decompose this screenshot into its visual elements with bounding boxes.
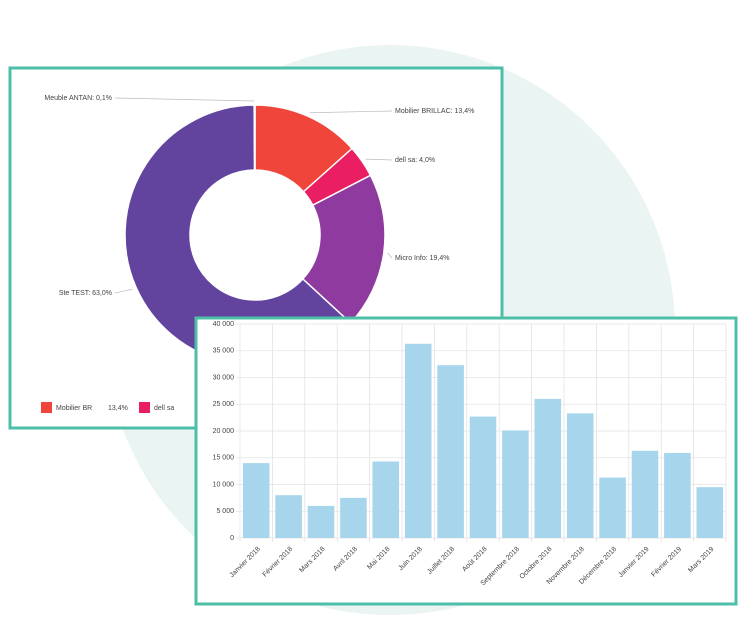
slice-label: dell sa: 4,0%: [395, 157, 435, 164]
slice-label: Meuble ANTAN: 0,1%: [44, 95, 112, 102]
leader-line: [114, 288, 133, 294]
y-tick-label: 10 000: [213, 481, 235, 488]
bar: [275, 495, 302, 538]
pie-slice: [253, 104, 256, 171]
legend-label: dell sa: [154, 405, 174, 412]
bar-card: 0 5 000 10 000 15 000 20 000 25 000 30 000 35 0…: [194, 316, 738, 606]
bar: [372, 461, 400, 538]
bar: [404, 343, 432, 538]
legend-swatch: [41, 402, 52, 413]
bar: [534, 398, 562, 538]
y-tick-label: 35 000: [213, 348, 235, 355]
bar: [566, 413, 594, 538]
y-tick-label: 15 000: [213, 455, 235, 462]
y-tick-label: 20 000: [213, 428, 235, 435]
bar: [664, 452, 691, 538]
y-tick-label: 30 000: [213, 374, 235, 381]
leader-line: [387, 252, 393, 259]
legend-label: Mobilier BR: [56, 405, 92, 412]
bar: [340, 497, 367, 538]
bar: [469, 416, 497, 538]
slice-label: Mobilier BRILLAC: 13,4%: [395, 108, 474, 115]
y-tick-label: 0: [230, 535, 234, 542]
bar: [437, 365, 464, 538]
legend-value: 13,4%: [108, 405, 128, 412]
leader-line: [365, 158, 393, 161]
bar: [599, 477, 626, 538]
y-tick-label: 5 000: [216, 508, 234, 515]
y-tick-label: 25 000: [213, 401, 235, 408]
slice-label: Micro Info: 19,4%: [395, 255, 449, 262]
legend-swatch: [139, 402, 150, 413]
bar: [696, 487, 724, 538]
bar: [307, 505, 335, 538]
leader-line: [114, 97, 255, 102]
leader-line: [309, 110, 393, 114]
bar: [502, 430, 529, 538]
bar: [242, 463, 270, 538]
bar: [631, 450, 659, 538]
y-tick-label: 40 000: [213, 321, 235, 328]
slice-label: Ste TEST: 63,0%: [59, 290, 112, 297]
